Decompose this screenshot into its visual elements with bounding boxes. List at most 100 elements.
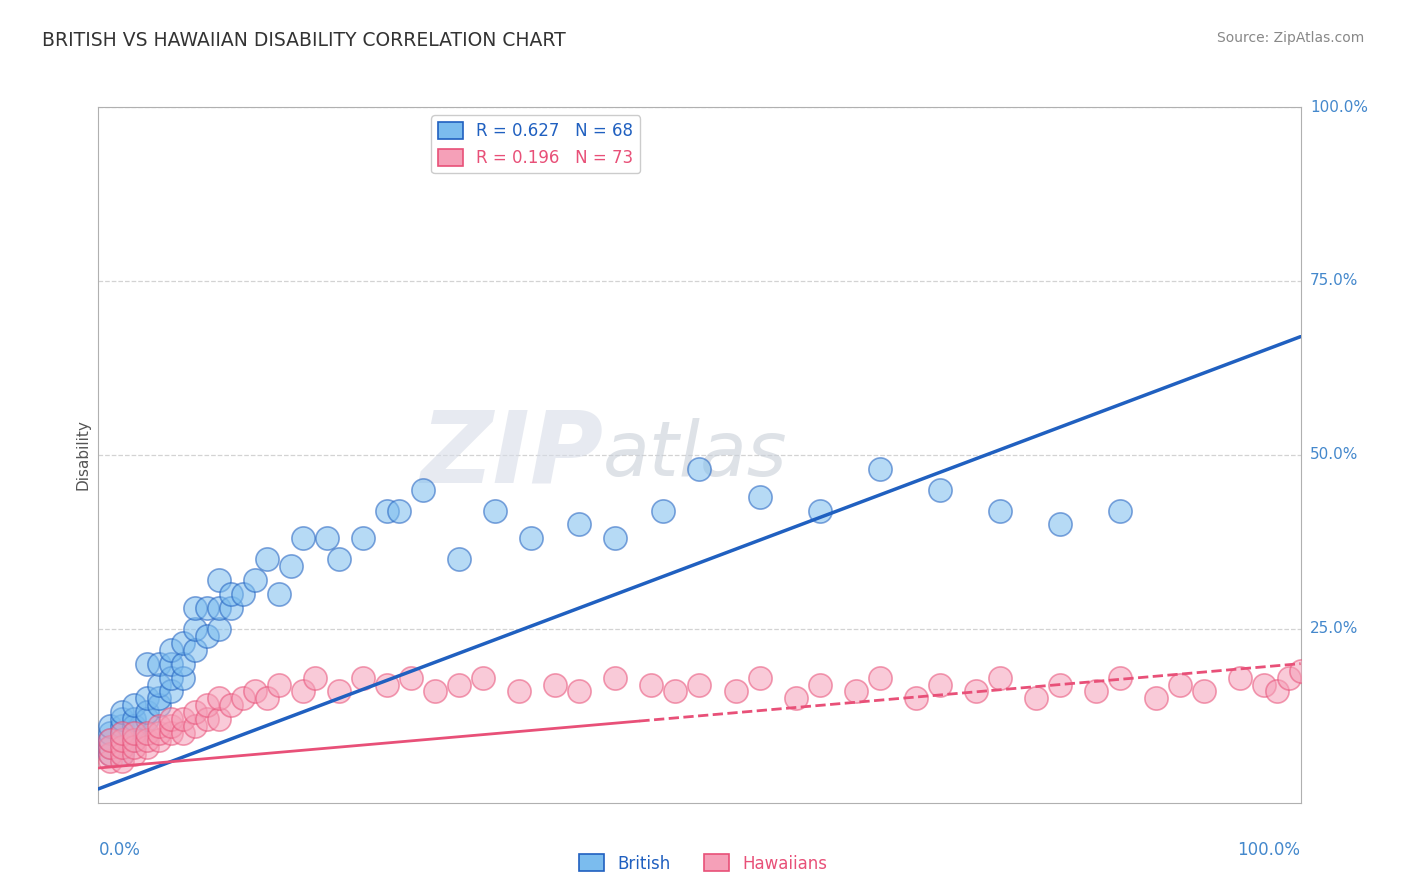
Point [267, 587, 290, 601]
Point [159, 712, 181, 726]
Point [100, 733, 122, 747]
Point [748, 490, 770, 504]
Point [135, 740, 157, 755]
Point [928, 677, 950, 691]
Point [135, 733, 157, 747]
Point [135, 712, 157, 726]
Point [605, 671, 627, 685]
Point [808, 503, 831, 517]
Point [375, 503, 398, 517]
Point [640, 677, 662, 691]
Point [159, 642, 181, 657]
Text: 0.0%: 0.0% [98, 841, 141, 859]
Point [988, 503, 1011, 517]
Point [148, 719, 170, 733]
Point [124, 747, 146, 761]
Point [159, 657, 181, 671]
Point [904, 691, 927, 706]
Point [172, 636, 194, 650]
Point [172, 726, 194, 740]
Point [1109, 671, 1132, 685]
Point [243, 684, 266, 698]
Point [135, 706, 157, 720]
Point [172, 712, 194, 726]
Point [845, 684, 868, 698]
Point [484, 503, 506, 517]
Point [1229, 671, 1251, 685]
Point [688, 677, 710, 691]
Point [208, 601, 231, 615]
Point [808, 677, 831, 691]
Point [124, 733, 146, 747]
Point [111, 740, 134, 755]
Point [135, 726, 157, 740]
Point [183, 622, 205, 636]
Point [148, 698, 170, 713]
Point [664, 684, 686, 698]
Point [124, 733, 146, 747]
Point [1049, 517, 1071, 532]
Point [124, 698, 146, 713]
Point [100, 747, 122, 761]
Point [869, 462, 891, 476]
Point [256, 552, 278, 566]
Point [1277, 671, 1299, 685]
Point [267, 677, 290, 691]
Point [148, 657, 170, 671]
Point [375, 677, 398, 691]
Point [172, 657, 194, 671]
Point [520, 532, 543, 546]
Point [472, 671, 495, 685]
Point [148, 726, 170, 740]
Text: BRITISH VS HAWAIIAN DISABILITY CORRELATION CHART: BRITISH VS HAWAIIAN DISABILITY CORRELATI… [42, 31, 567, 50]
Point [869, 671, 891, 685]
Point [291, 532, 314, 546]
Point [568, 684, 591, 698]
Point [1144, 691, 1167, 706]
Point [724, 684, 747, 698]
Point [785, 691, 807, 706]
Point [328, 684, 350, 698]
Point [965, 684, 987, 698]
Point [111, 754, 134, 768]
Point [412, 483, 434, 497]
Point [195, 629, 218, 643]
Point [304, 671, 326, 685]
Point [352, 532, 374, 546]
Point [195, 712, 218, 726]
Text: 100.0%: 100.0% [1310, 100, 1368, 114]
Point [111, 733, 134, 747]
Point [124, 719, 146, 733]
Point [208, 691, 231, 706]
Point [135, 691, 157, 706]
Point [111, 719, 134, 733]
Point [148, 733, 170, 747]
Point [100, 747, 122, 761]
Point [111, 706, 134, 720]
Point [748, 671, 770, 685]
Point [1253, 677, 1275, 691]
Point [135, 657, 157, 671]
Point [124, 726, 146, 740]
Point [447, 677, 470, 691]
Text: 50.0%: 50.0% [1310, 448, 1358, 462]
Point [148, 691, 170, 706]
Text: Source: ZipAtlas.com: Source: ZipAtlas.com [1216, 31, 1364, 45]
Y-axis label: Disability: Disability [75, 419, 90, 491]
Point [605, 532, 627, 546]
Point [447, 552, 470, 566]
Point [100, 719, 122, 733]
Text: atlas: atlas [603, 418, 787, 491]
Point [1265, 684, 1288, 698]
Point [988, 671, 1011, 685]
Text: 75.0%: 75.0% [1310, 274, 1358, 288]
Point [219, 587, 242, 601]
Point [508, 684, 530, 698]
Point [243, 573, 266, 587]
Point [100, 726, 122, 740]
Point [1109, 503, 1132, 517]
Legend: British, Hawaiians: British, Hawaiians [572, 847, 834, 880]
Point [399, 671, 422, 685]
Point [232, 587, 254, 601]
Point [111, 726, 134, 740]
